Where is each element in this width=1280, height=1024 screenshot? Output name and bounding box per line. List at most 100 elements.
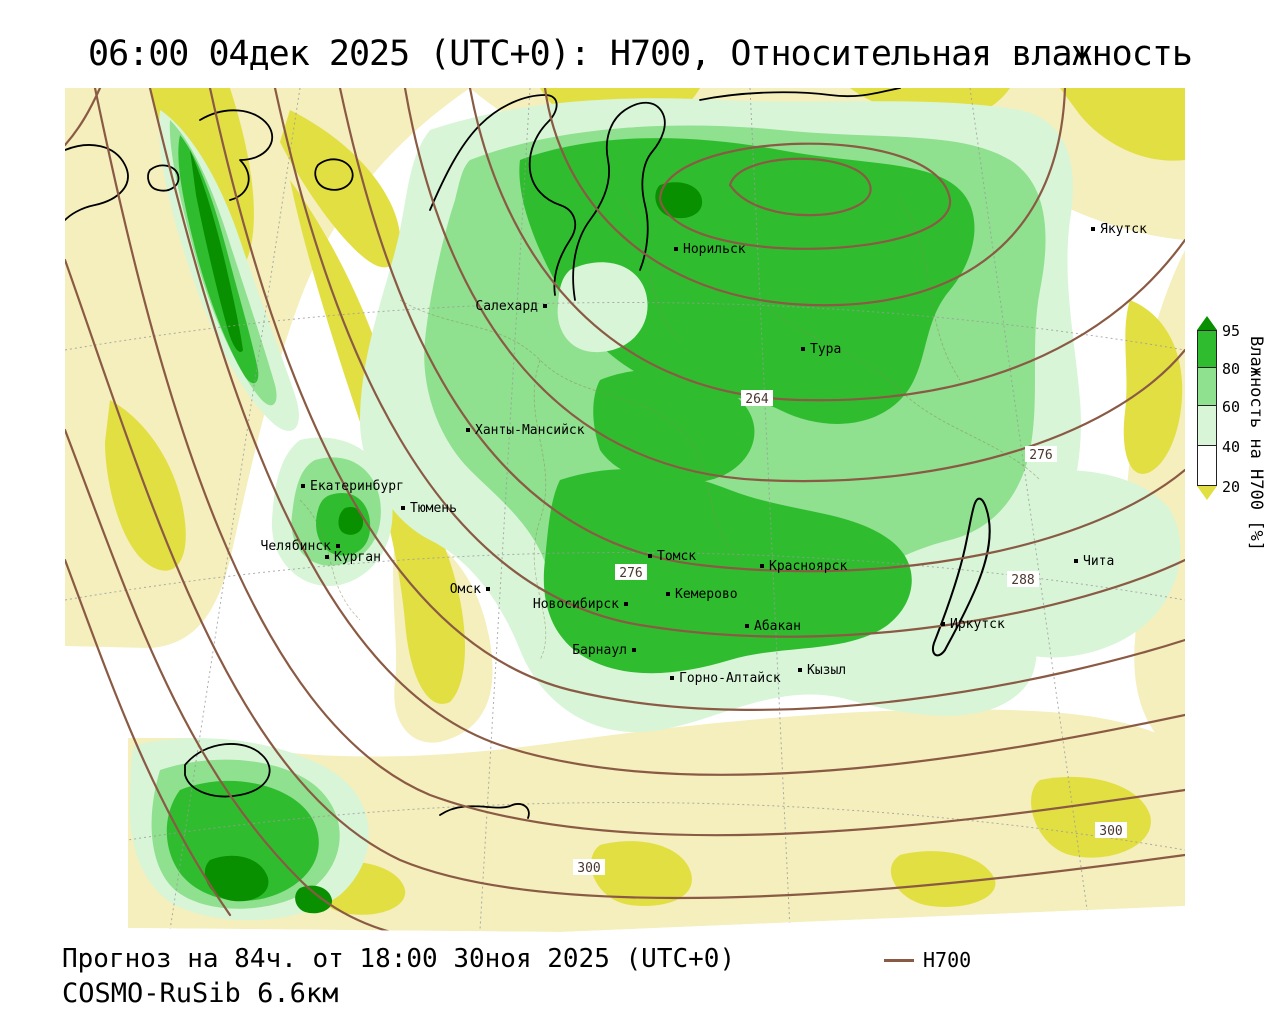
model-caption: COSMO-RuSib 6.6км	[62, 978, 339, 1009]
contour-label-text: 300	[1099, 824, 1122, 839]
city-dot	[632, 648, 636, 652]
colorbar-arrow-top	[1197, 316, 1217, 330]
colorbar-tick-95: 95	[1222, 322, 1241, 340]
coastlines	[65, 88, 991, 819]
coastline-ob-gulf	[429, 94, 577, 296]
contour-label: 276	[1025, 446, 1057, 463]
city-label: Горно-Алтайск	[679, 671, 781, 686]
contour-label: 276	[615, 564, 647, 581]
city-label: Ханты-Мансийск	[475, 423, 585, 438]
city-dot	[798, 668, 802, 672]
contour-label-text: 300	[577, 861, 600, 876]
city-khanty-mansiysk: Ханты-Мансийск	[466, 423, 585, 438]
city-label: Тура	[810, 342, 841, 357]
colorbar-tick-20: 20	[1222, 478, 1241, 496]
city-dot	[486, 587, 490, 591]
city-kemerovo: Кемерово	[666, 587, 738, 602]
city-chita: Чита	[1074, 554, 1114, 569]
coastline-taz-gulf	[572, 101, 666, 301]
city-label: Якутск	[1100, 222, 1147, 237]
colorbar-tick-60: 60	[1222, 398, 1241, 416]
city-label: Красноярск	[769, 559, 847, 574]
contour-label: 300	[1095, 822, 1127, 839]
city-dot	[666, 592, 670, 596]
map-title: 06:00 04дек 2025 (UTC+0): H700, Относите…	[88, 34, 1193, 74]
city-salekhard: Салехард	[475, 299, 547, 314]
city-label: Тюмень	[410, 501, 457, 516]
city-norilsk: Норильск	[674, 242, 746, 257]
colorbar-title: Влажность на H700 [%]	[1246, 336, 1266, 551]
city-label: Барнаул	[572, 643, 627, 658]
city-dot	[801, 347, 805, 351]
city-kurgan: Курган	[325, 550, 381, 565]
arctic-island	[147, 164, 180, 192]
lake-baikal	[932, 497, 991, 657]
city-tomsk: Томск	[648, 549, 696, 564]
city-label: Новосибирск	[533, 597, 619, 612]
city-irkutsk: Иркутск	[941, 617, 1005, 632]
city-dot	[336, 544, 340, 548]
forecast-caption: Прогноз на 84ч. от 18:00 30ноя 2025 (UTC…	[62, 944, 736, 974]
city-ekaterinburg: Екатеринбург	[301, 479, 404, 494]
colorbar-segment-40-60	[1197, 406, 1217, 446]
h700-legend: H700	[884, 948, 971, 972]
city-label: Иркутск	[950, 617, 1005, 632]
city-dot	[648, 554, 652, 558]
contour-label-text: 276	[1029, 448, 1052, 463]
lake-southwest	[184, 743, 271, 798]
contour-label-text: 276	[619, 566, 642, 581]
coastline-taymyr	[699, 88, 901, 101]
contour-label-text: 288	[1011, 573, 1034, 588]
city-label: Абакан	[754, 619, 801, 634]
city-label: Чита	[1083, 554, 1114, 569]
admin-borders	[299, 199, 1041, 661]
colorbar-segment-80-95	[1197, 330, 1217, 368]
city-label: Салехард	[475, 299, 538, 314]
city-dot	[466, 428, 470, 432]
coastline-kola	[65, 144, 129, 221]
h700-line-sample	[884, 958, 914, 962]
contour-label-text: 264	[745, 392, 769, 407]
city-chelyabinsk: Челябинск	[261, 539, 340, 554]
city-dot	[670, 676, 674, 680]
humidity-colorbar	[1197, 316, 1217, 500]
city-gorno-altaysk: Горно-Алтайск	[670, 671, 781, 686]
city-label: Челябинск	[261, 539, 332, 554]
contour-labels: 264 276 276 288 300 300	[573, 390, 1127, 876]
contour-label: 264	[741, 390, 773, 407]
city-label: Курган	[334, 550, 381, 565]
city-label: Томск	[657, 549, 696, 564]
contour-label: 288	[1007, 571, 1039, 588]
city-markers: Норильск Якутск Салехард Тура Ханты-Манс…	[261, 222, 1148, 686]
city-novosibirsk: Новосибирск	[533, 597, 628, 612]
city-yakutsk: Якутск	[1091, 222, 1147, 237]
city-label: Кызыл	[807, 663, 846, 678]
colorbar-arrow-bottom	[1197, 486, 1217, 500]
h700-legend-label: H700	[923, 948, 972, 972]
contour-label: 300	[573, 859, 605, 876]
coastline-white-sea	[199, 109, 274, 201]
city-dot	[674, 247, 678, 251]
city-label: Екатеринбург	[310, 479, 404, 494]
city-dot	[543, 304, 547, 308]
city-dot	[760, 564, 764, 568]
city-barnaul: Барнаул	[572, 643, 636, 658]
city-dot	[1074, 559, 1078, 563]
city-dot	[1091, 227, 1095, 231]
city-dot	[301, 484, 305, 488]
city-abakan: Абакан	[745, 619, 801, 634]
humidity-field	[65, 88, 1185, 932]
colorbar-segment-20-40	[1197, 446, 1217, 486]
lake-south	[439, 803, 530, 819]
colorbar-tick-40: 40	[1222, 438, 1241, 456]
city-kyzyl: Кызыл	[798, 663, 846, 678]
colorbar-segment-60-80	[1197, 368, 1217, 406]
city-tura: Тура	[801, 342, 841, 357]
city-krasnoyarsk: Красноярск	[760, 559, 847, 574]
city-tyumen: Тюмень	[401, 501, 457, 516]
colorbar-tick-80: 80	[1222, 360, 1241, 378]
contour-lines	[65, 88, 1185, 932]
city-label: Кемерово	[675, 587, 738, 602]
arctic-island	[314, 158, 354, 191]
